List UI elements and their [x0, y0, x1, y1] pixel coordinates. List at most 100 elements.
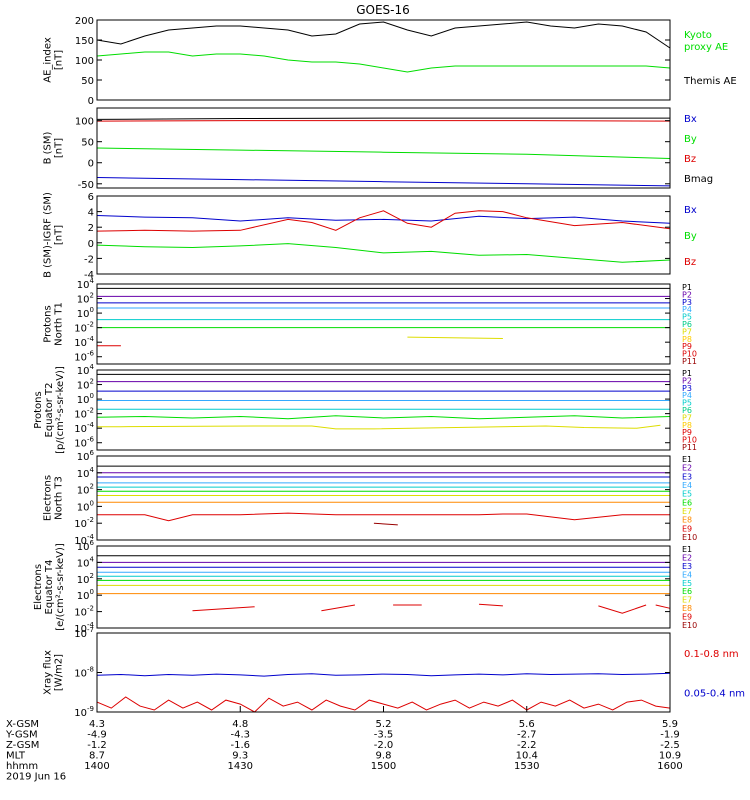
x-row-value: -1.2 [87, 740, 107, 751]
legend-entry: Bz [684, 257, 696, 268]
x-row-value: -1.6 [230, 740, 250, 751]
legend-entry: P5 [682, 399, 692, 408]
legend-entry: P3 [682, 298, 692, 307]
x-row-value: 1400 [84, 761, 109, 772]
legend-entry: E1 [682, 455, 692, 464]
legend-entry: proxy AE [684, 42, 728, 53]
y-tick-label: 102 [77, 378, 94, 392]
legend-entry: E7 [682, 507, 692, 516]
y-axis-label: [p/(cm²-s-sr-keV)] [55, 366, 66, 454]
y-tick-label: 10-4 [74, 421, 94, 435]
y-tick-label: 104 [77, 363, 95, 377]
y-axis-label: [nT] [54, 138, 65, 158]
legend-entry: E2 [682, 553, 692, 562]
y-tick-label: 106 [77, 449, 95, 463]
y-axis-label: [e/(cm²-s-sr-keV)] [55, 543, 66, 631]
x-row-value: 4.8 [232, 719, 248, 730]
legend-entry: Bx [684, 205, 697, 216]
y-tick-label: 100 [77, 392, 94, 406]
series-bz-line [96, 120, 671, 122]
legend-entry: E1 [682, 545, 692, 554]
series-0-1-0-8-nm-line [96, 696, 671, 713]
y-tick-label: 10-4 [74, 335, 94, 349]
legend-entry: E5 [682, 579, 692, 588]
y-axis-label: AE_index [43, 37, 54, 83]
legend-entry: E4 [682, 570, 692, 579]
legend-entry: E9 [682, 613, 692, 622]
series-e9-line [478, 603, 503, 607]
y-tick-label: 104 [77, 277, 95, 291]
y-tick-label: 100 [75, 56, 94, 67]
legend-entry: 0.1-0.8 nm [684, 649, 739, 660]
y-tick-label: 100 [75, 117, 94, 128]
panel-frame [96, 455, 671, 541]
y-tick-label: 150 [75, 36, 94, 47]
panel-frame [96, 107, 671, 189]
legend-entry: Bz [684, 154, 696, 165]
series-e10-line [373, 522, 398, 526]
panel-frame [96, 632, 671, 713]
legend-entry: E5 [682, 490, 692, 499]
legend-entry: P5 [682, 313, 692, 322]
date-label: 2019 Jun 16 [6, 772, 66, 783]
y-tick-label: 10-6 [74, 436, 94, 450]
y-axis-label: North T3 [54, 476, 65, 520]
series-0-05-0-4-nm-line [96, 672, 671, 677]
legend-entry: P7 [682, 327, 692, 336]
legend-entry: E6 [682, 587, 692, 596]
panel-frame [96, 19, 671, 101]
series-bz-line [96, 210, 671, 232]
x-row-value: -4.3 [230, 730, 250, 741]
panel-3: -4 -2 0 2 4 6 B (SM)-IGRF (SM) [nT] Bx By Bz [43, 192, 697, 281]
y-tick-label: 200 [75, 16, 94, 27]
series-bx-line [96, 215, 671, 224]
legend-entry: E9 [682, 524, 692, 533]
y-tick-label: 10-2 [74, 407, 94, 421]
legend-entry: E8 [682, 516, 692, 525]
y-tick-label: 0 [88, 159, 94, 170]
legend-entry: P9 [682, 428, 692, 437]
legend-entry: By [684, 134, 697, 145]
y-axis-label: Protons [43, 305, 54, 342]
legend-entry: P3 [682, 384, 692, 393]
legend-entry: Kyoto [684, 30, 712, 41]
legend-entry: By [684, 231, 697, 242]
x-row-value: 5.2 [376, 719, 392, 730]
x-row-value: 9.3 [232, 751, 248, 762]
y-tick-label: 2 [88, 223, 94, 234]
panel-frame [96, 283, 671, 365]
y-axis-label: Equator T2 [44, 383, 55, 438]
y-axis-label: North T1 [54, 302, 65, 346]
legend-entry: E10 [682, 621, 697, 630]
legend-entry: E10 [682, 533, 697, 542]
series-e9-line [598, 604, 647, 614]
y-tick-label: 104 [77, 466, 95, 480]
series-e9-line [192, 606, 255, 612]
x-row-label: Y-GSM [5, 730, 38, 741]
x-row-value: 1430 [228, 761, 253, 772]
legend-entry: P8 [682, 335, 692, 344]
y-axis-label: Xray flux [43, 650, 54, 695]
x-row-value: -1.9 [660, 730, 680, 741]
x-row-value: -2.2 [517, 740, 537, 751]
y-tick-label: -2 [84, 254, 94, 265]
legend-entry: P6 [682, 406, 692, 415]
y-tick-label: -4 [84, 270, 94, 281]
legend-entry: E4 [682, 481, 692, 490]
y-tick-label: 10-7 [74, 626, 94, 640]
y-tick-label: -50 [78, 180, 94, 191]
legend-entry: P10 [682, 350, 697, 359]
x-row-label: hhmm [6, 761, 38, 772]
x-row-value: 5.9 [662, 719, 678, 730]
x-row-value: 10.9 [659, 751, 681, 762]
series-by-line [96, 243, 671, 263]
series-bx-line [96, 177, 671, 187]
y-tick-label: 100 [77, 499, 94, 513]
x-row-value: 1500 [371, 761, 396, 772]
y-tick-label: 0 [88, 96, 94, 107]
x-row-value: -2.7 [517, 730, 537, 741]
x-row-label: MLT [6, 751, 26, 762]
